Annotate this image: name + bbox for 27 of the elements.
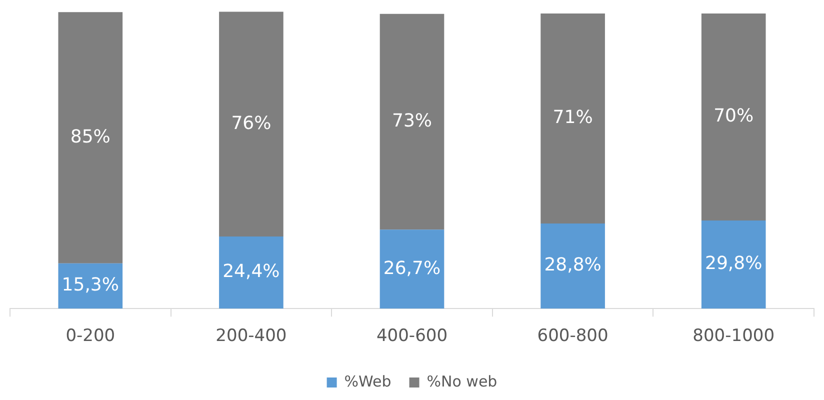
bar [540,14,605,224]
x-tick-label: 400-600 [376,326,448,346]
bar [701,220,766,309]
bar [701,14,766,220]
data-label: 24,4% [222,261,280,282]
x-tick-label: 600-800 [537,326,608,346]
data-label: 29,8% [705,253,762,274]
bar [380,230,444,309]
bar [219,236,284,309]
legend-label: %No web [426,372,498,390]
data-label: 70% [714,106,754,127]
x-tick-label: 200-400 [216,326,287,346]
bar [58,12,123,264]
x-tick-label: 800-1000 [692,326,775,346]
x-tick-label: 0-200 [66,326,116,346]
bar [58,263,123,309]
data-label: 85% [70,126,110,148]
data-label: 15,3% [62,274,119,296]
data-label: 73% [392,110,432,132]
data-label: 71% [552,107,593,128]
bar [540,223,605,309]
bar [380,14,444,230]
data-label: 28,8% [544,254,602,276]
legend-label: %Web [344,372,392,390]
data-label: 76% [231,112,272,134]
bar [219,12,284,236]
data-label: 26,7% [383,258,441,279]
